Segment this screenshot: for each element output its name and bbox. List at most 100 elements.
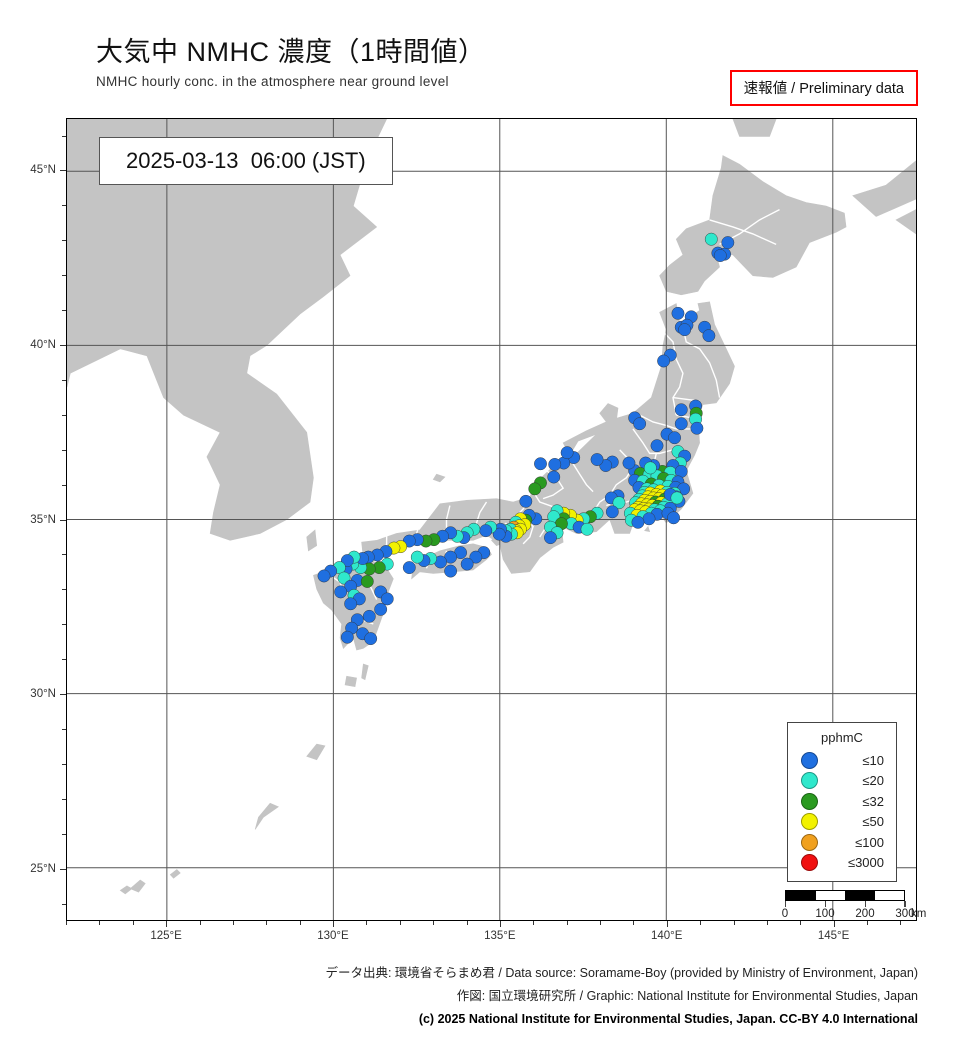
- x-axis-minor-tick: [99, 921, 101, 925]
- legend-entry-label: ≤3000: [847, 855, 884, 871]
- x-axis-minor-tick: [800, 921, 802, 925]
- scale-bar-tick: [825, 901, 826, 907]
- y-axis-minor-tick: [62, 833, 66, 835]
- scale-bar-segment: [786, 891, 816, 900]
- legend-entry-label: ≤20: [862, 773, 884, 789]
- scale-bar-tick: [905, 901, 906, 907]
- y-axis-minor-tick: [62, 240, 66, 242]
- x-axis-tick: [499, 921, 501, 927]
- y-axis-minor-tick: [62, 414, 66, 416]
- x-axis-label: 140°E: [650, 930, 683, 942]
- y-axis-label: 40°N: [30, 338, 56, 351]
- footer-graphic-credit: 作図: 国立環境研究所 / Graphic: National Institut…: [456, 989, 918, 1004]
- x-axis-label: 145°E: [817, 930, 850, 942]
- y-axis-minor-tick: [62, 449, 66, 451]
- x-axis-minor-tick: [366, 921, 368, 925]
- footer-data-source: データ出典: 環境省そらまめ君 / Data source: Soramame-…: [325, 966, 918, 980]
- scale-bar-tick: [904, 901, 905, 907]
- x-axis-minor-tick: [533, 921, 535, 925]
- y-axis-label: 25°N: [30, 862, 56, 875]
- scale-bar-ticks: [785, 901, 906, 907]
- y-axis-tick: [60, 170, 66, 172]
- y-axis-tick: [60, 344, 66, 346]
- timestamp-box: 2025-03-13 06:00 (JST): [99, 137, 393, 185]
- legend-entry: ≤100: [796, 832, 888, 853]
- y-axis-tick: [60, 519, 66, 521]
- y-axis-minor-tick: [62, 903, 66, 905]
- x-axis-minor-tick: [900, 921, 902, 925]
- y-axis-tick: [60, 868, 66, 870]
- legend-swatch-icon: [801, 854, 818, 872]
- y-axis-minor-tick: [62, 729, 66, 730]
- legend-title: pphmC: [821, 730, 863, 745]
- legend-entry-label: ≤100: [855, 834, 884, 850]
- y-axis-minor-tick: [62, 798, 66, 800]
- legend-swatch-icon: [801, 833, 818, 851]
- x-axis-minor-tick: [199, 921, 201, 925]
- x-axis-label: 125°E: [150, 930, 182, 942]
- page-title: 大気中 NMHC 濃度（1時間値）: [96, 37, 486, 67]
- title-block: 大気中 NMHC 濃度（1時間値） NMHC hourly conc. in t…: [96, 37, 486, 89]
- scale-bar-tick: [785, 901, 786, 907]
- footer-copyright: (c) 2025 National Institute for Environm…: [418, 1012, 918, 1027]
- x-axis-minor-tick: [433, 921, 435, 925]
- x-axis-minor-tick: [700, 921, 702, 925]
- x-axis-minor-tick: [566, 921, 568, 925]
- x-axis-minor-tick: [866, 921, 868, 925]
- page-subtitle: NMHC hourly conc. in the atmosphere near…: [96, 73, 449, 89]
- x-axis-minor-tick: [766, 921, 768, 925]
- y-axis-minor-tick: [62, 484, 66, 486]
- x-axis-label: 130°E: [317, 930, 349, 942]
- y-axis-minor-tick: [62, 554, 66, 556]
- scale-bar-tick: [865, 901, 866, 907]
- x-axis-tick: [833, 921, 835, 927]
- y-axis-tick: [60, 694, 66, 696]
- legend-entry: ≤50: [796, 812, 888, 833]
- scale-bar-label: 0: [781, 908, 789, 920]
- x-axis-minor-tick: [399, 921, 401, 925]
- x-axis-minor-tick: [466, 921, 468, 925]
- x-axis-minor-tick: [299, 921, 301, 925]
- legend-entry: ≤10: [796, 750, 888, 771]
- y-axis-minor-tick: [62, 205, 66, 207]
- x-axis-tick: [332, 921, 334, 927]
- scale-bar-segment: [845, 891, 875, 900]
- legend-entry-label: ≤10: [862, 752, 884, 768]
- legend: pphmC ≤10 ≤20 ≤32 ≤50 ≤100 ≤3000: [787, 722, 897, 882]
- preliminary-data-badge: 速報値 / Preliminary data: [729, 70, 918, 106]
- y-axis-minor-tick: [62, 379, 66, 381]
- y-axis-minor-tick: [62, 659, 66, 661]
- y-axis-minor-tick: [62, 310, 66, 311]
- scale-bar-segment: [874, 891, 904, 900]
- legend-entry: ≤3000: [796, 853, 888, 874]
- y-axis-minor-tick: [62, 275, 66, 277]
- scale-bar-segment: [815, 891, 845, 900]
- y-axis-minor-tick: [62, 589, 66, 591]
- legend-entry-label: ≤32: [862, 793, 884, 809]
- scale-bar-segments: [785, 890, 905, 901]
- legend-swatch-icon: [801, 813, 818, 831]
- legend-swatch-icon: [801, 792, 818, 810]
- x-axis-tick: [666, 921, 668, 927]
- legend-entry: ≤20: [796, 771, 888, 792]
- legend-rows: ≤10 ≤20 ≤32 ≤50 ≤100 ≤3000: [796, 750, 888, 873]
- x-axis-label: 135°E: [484, 930, 516, 942]
- scale-bar: 0 100 200 300 km: [781, 890, 935, 924]
- y-axis-minor-tick: [62, 763, 66, 765]
- scale-bar-labels: 0 100 200 300 km: [781, 908, 935, 924]
- x-axis-minor-tick: [232, 921, 234, 925]
- x-axis-minor-tick: [600, 921, 601, 925]
- footer: データ出典: 環境省そらまめ君 / Data source: Soramame-…: [0, 962, 918, 1031]
- x-axis-minor-tick: [733, 921, 735, 925]
- x-axis-minor-tick: [633, 921, 635, 925]
- scale-bar-label: 100: [815, 908, 835, 920]
- scale-bar-label: 200: [855, 908, 875, 920]
- legend-entry: ≤32: [796, 791, 888, 812]
- y-axis-minor-tick: [62, 135, 66, 137]
- y-axis-minor-tick: [62, 624, 66, 626]
- map-canvas: [67, 119, 916, 920]
- x-axis-minor-tick: [266, 921, 268, 925]
- map-frame[interactable]: 2025-03-13 06:00 (JST): [66, 118, 917, 921]
- x-axis-minor-tick: [66, 921, 67, 925]
- scale-bar-label: 300: [895, 908, 915, 920]
